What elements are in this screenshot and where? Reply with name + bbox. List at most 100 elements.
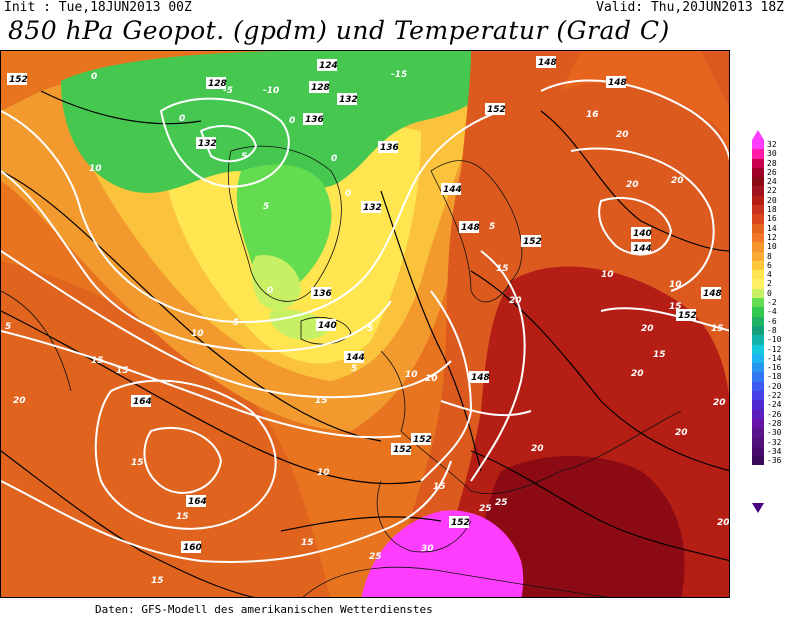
- temp-label: 10: [425, 374, 438, 384]
- geopot-label: 148: [471, 373, 490, 383]
- isotherm: [380, 190, 482, 472]
- temp-label: 10: [601, 270, 614, 280]
- temp-field-lightgreen-1: [251, 255, 301, 310]
- contour: [600, 307, 729, 332]
- coastline-africa: [302, 566, 610, 597]
- temp-label: 5: [263, 202, 269, 212]
- temp-label: 15: [151, 576, 164, 586]
- colorbar-label: -34: [767, 446, 782, 456]
- colorbar-label: -14: [767, 353, 782, 363]
- isotherm: [1, 310, 422, 485]
- temperature-label-layer: 0 0 -5 -10 -15 0 5 5 0 0 10 10 5 5 0 5 1…: [5, 70, 730, 586]
- colorbar-label: -32: [767, 437, 782, 447]
- map-canvas: 152 128 132 124 128 132 136 132 136 144 …: [1, 51, 730, 597]
- temp-label: 0: [91, 72, 97, 82]
- temperature-colorbar: [752, 140, 764, 466]
- colorbar-swatch: [752, 186, 764, 196]
- geopot-label: 148: [461, 223, 480, 233]
- temp-label: 5: [489, 222, 495, 232]
- temp-label: 0: [179, 114, 185, 124]
- temp-label: -5: [223, 86, 233, 96]
- temp-label: 10: [191, 329, 204, 339]
- geopot-label: 148: [538, 58, 557, 68]
- temp-label: 5: [5, 322, 11, 332]
- temp-label: 20: [717, 518, 730, 528]
- colorbar-label: 22: [767, 186, 777, 196]
- colorbar-label: 6: [767, 260, 772, 270]
- colorbar-swatch: [752, 298, 764, 308]
- colorbar-swatch: [752, 372, 764, 382]
- temp-label: 20: [713, 398, 726, 408]
- temp-label: 10: [405, 370, 418, 380]
- data-source-footer: Daten: GFS-Modell des amerikanischen Wet…: [95, 603, 433, 616]
- contour: [540, 79, 729, 162]
- colorbar-swatch: [752, 177, 764, 187]
- geopot-label: 140: [318, 321, 337, 331]
- colorbar-label: -22: [767, 391, 782, 401]
- geopot-label: 152: [393, 445, 412, 455]
- colorbar-swatch: [752, 195, 764, 206]
- temp-label: -10: [263, 86, 279, 96]
- temp-field-east-cool: [561, 51, 729, 163]
- contour: [470, 250, 526, 482]
- temp-label: 15: [653, 350, 666, 360]
- colorbar-label: -12: [767, 344, 782, 354]
- weather-map: 152 128 132 124 128 132 136 132 136 144 …: [0, 50, 730, 598]
- colorbar-swatch: [752, 400, 764, 410]
- temp-label: 0: [331, 154, 337, 164]
- geopot-label: 152: [9, 75, 28, 85]
- colorbar-swatch: [752, 363, 764, 373]
- colorbar-swatch: [752, 418, 764, 429]
- colorbar-swatch: [752, 140, 764, 150]
- colorbar-label: -26: [767, 409, 782, 419]
- temp-label: 20: [13, 396, 26, 406]
- colorbar-swatch: [752, 437, 764, 447]
- colorbar-label: 32: [767, 140, 777, 149]
- geopot-label: 152: [413, 435, 432, 445]
- temp-label: 20: [671, 176, 684, 186]
- isotherm: [40, 90, 202, 125]
- contour: [1, 250, 452, 399]
- colorbar-label: -6: [767, 316, 777, 326]
- colorbar-swatch: [752, 446, 764, 457]
- temp-label: 25: [495, 498, 508, 508]
- init-time: Init : Tue,18JUN2013 00Z: [4, 0, 192, 15]
- colorbar-label: 24: [767, 177, 777, 187]
- geopot-label: 160: [183, 543, 202, 553]
- colorbar-arrow-bottom: [752, 503, 764, 513]
- colorbar-label: 14: [767, 223, 777, 233]
- coastline-iceland: [300, 317, 352, 345]
- colorbar-label: -36: [767, 456, 782, 466]
- colorbar-labels: 32 30 28 26 24 22 20 18 16 14 12 10 8 6 4 2 0 -2 -4 -6 -8 -10…: [767, 140, 781, 465]
- colorbar-swatch: [752, 223, 764, 233]
- colorbar-label: 0: [767, 288, 772, 298]
- colorbar-swatch: [752, 232, 764, 243]
- temp-label: 15: [176, 512, 189, 522]
- contour-east-low: [598, 196, 673, 256]
- contour: [440, 400, 532, 417]
- geopotential-label-layer: 152 128 132 124 128 132 136 132 136 144 …: [7, 56, 722, 553]
- temp-label: 10: [317, 468, 330, 478]
- colorbar-swatch: [752, 288, 764, 299]
- colorbar-label: -16: [767, 363, 782, 373]
- geopot-label: 144: [633, 244, 652, 254]
- colorbar-swatch: [752, 149, 764, 159]
- temp-label: 20: [626, 180, 639, 190]
- colorbar-swatch: [752, 391, 764, 401]
- colorbar-label: -24: [767, 400, 782, 410]
- colorbar-swatch: [752, 325, 764, 336]
- colorbar-swatch: [752, 242, 764, 252]
- temp-label: 25: [369, 552, 382, 562]
- chart-title: 850 hPa Geopot. (gpdm) und Temperatur (G…: [8, 16, 670, 45]
- temp-field-darkred: [471, 456, 685, 597]
- temp-label: 15: [496, 264, 509, 274]
- geopot-label: 148: [703, 289, 722, 299]
- temp-label: 20: [509, 296, 522, 306]
- temp-label: 0: [289, 116, 295, 126]
- geopot-label: 136: [305, 115, 324, 125]
- temp-field-lightgreen-2: [269, 309, 331, 340]
- coastline-canada: [1, 290, 72, 392]
- temp-label: 5: [233, 318, 239, 328]
- colorbar-label: -28: [767, 418, 782, 428]
- temp-label: 15: [711, 324, 724, 334]
